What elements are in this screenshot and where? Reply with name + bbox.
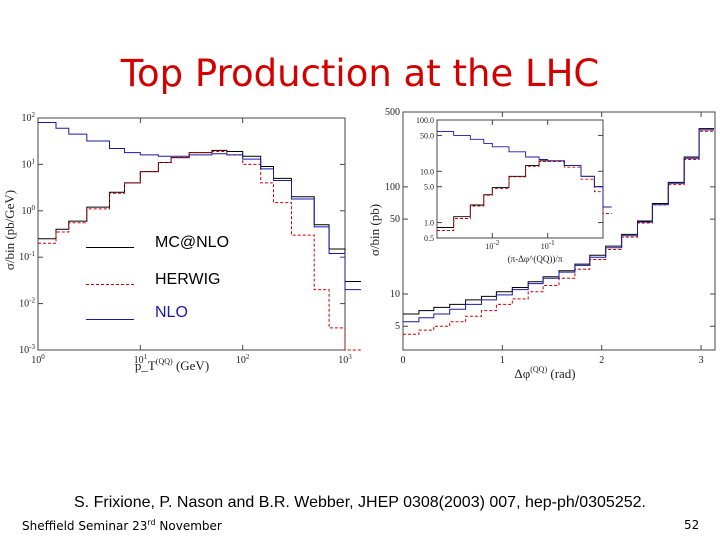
left-series-mcnlo: [38, 149, 361, 282]
slide-title: Top Production at the LHC: [120, 52, 600, 95]
y-axis-label: σ/bin (pb): [367, 204, 382, 256]
plot-frame: [402, 111, 716, 351]
pt-distribution-chart: 100 101 102 103 10-3 10-2 10-1 100 101 102 σ/bin …: [2, 111, 361, 373]
inset-y-tick-label: 1.0: [424, 219, 434, 228]
inset-x-tick-label: 10-2: [485, 239, 499, 251]
right-y-tick-label: 50: [390, 214, 400, 225]
legend-label-herwig: HERWIG: [155, 271, 221, 288]
footer-text: Sheffield Seminar 23: [22, 519, 148, 533]
legend-label-mcnlo: MC@NLO: [155, 234, 230, 251]
left-x-tick-label: 101: [134, 353, 148, 366]
right-y-tick-label: 10: [390, 289, 400, 300]
footer-text-suffix: November: [155, 519, 222, 533]
footer-left: Sheffield Seminar 23rd November: [22, 518, 222, 533]
inset-series-herwig: [437, 161, 612, 231]
right-x-tick-label: 3: [699, 355, 704, 366]
right-y-tick-label: 500: [385, 107, 400, 118]
right-x-tick-label: 1: [500, 355, 505, 366]
left-y-tick-label: 10-1: [19, 250, 35, 263]
plot-frame: [37, 117, 346, 351]
x-axis-label: p_T(QQ) (GeV): [135, 357, 209, 373]
left-y-tick-label: 100: [22, 204, 36, 217]
left-series-nlo: [38, 122, 361, 291]
inset-series-nlo: [437, 130, 612, 208]
right-y-tick-label: 5: [395, 321, 400, 332]
y-axis-label: σ/bin (pb/GeV): [2, 190, 17, 270]
citation: S. Frixione, P. Nason and B.R. Webber, J…: [74, 494, 646, 511]
footer-sup: rd: [147, 518, 156, 527]
inset-y-tick-label: 100.0: [416, 116, 434, 125]
legend-line-herwig: [86, 284, 134, 285]
left-y-tick-label: 10-2: [19, 297, 35, 310]
left-x-tick-label: 103: [338, 353, 352, 366]
legend-label-nlo: NLO: [155, 304, 188, 321]
inset-y-tick-label: 0.5: [424, 234, 434, 243]
left-y-tick-label: 102: [22, 111, 36, 124]
legend-line-mcnlo: [86, 247, 134, 248]
legend-line-nlo: [86, 319, 134, 320]
right-x-tick-label: 2: [599, 355, 604, 366]
left-x-tick-label: 102: [236, 353, 250, 366]
x-axis-label: Δφ(QQ) (rad): [514, 365, 575, 381]
inset-frame: [436, 119, 604, 239]
left-y-tick-label: 101: [22, 157, 36, 170]
page-number: 52: [684, 518, 700, 532]
left-y-tick-label: 10-3: [19, 343, 35, 356]
right-series-nlo: [403, 129, 714, 323]
left-x-tick-label: 100: [31, 353, 45, 366]
inset-x-label: (π-Δφ^(QQ))/π: [508, 254, 563, 264]
inset-y-tick-label: 5.0: [424, 183, 434, 192]
right-y-tick-label: 100: [385, 182, 400, 193]
right-x-tick-label: 0: [401, 355, 406, 366]
inset-y-tick-label: 10.0: [420, 167, 434, 176]
left-series-herwig: [38, 151, 361, 351]
inset-y-tick-label: 50.0: [420, 131, 434, 140]
inset-x-tick-label: 10-1: [541, 239, 555, 251]
inset-chart: 10-2 10-1 0.5 1.0 5.0 10.0 50.0 100.0 (π-Δφ^(QQ…: [416, 116, 612, 264]
